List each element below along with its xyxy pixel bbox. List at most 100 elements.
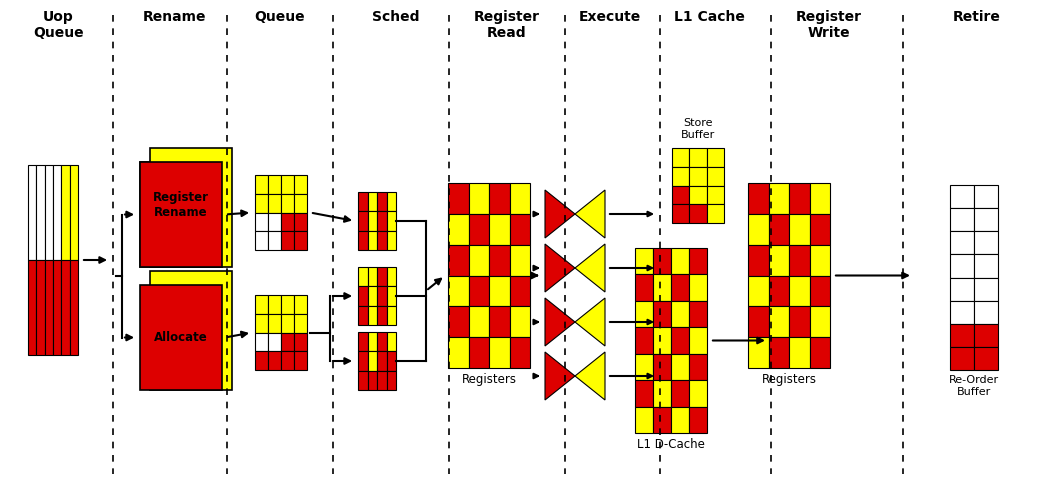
Bar (469, 214, 489, 245)
Bar (448, 214, 469, 245)
Bar (358, 332, 367, 351)
Bar (367, 267, 377, 286)
Bar (689, 301, 708, 327)
Bar (448, 275, 469, 307)
Bar (671, 248, 689, 274)
Bar (950, 185, 974, 208)
Bar (29, 165, 36, 260)
Bar (690, 185, 706, 204)
Bar (689, 354, 708, 380)
Text: Re-Order
Buffer: Re-Order Buffer (949, 375, 999, 397)
Polygon shape (545, 298, 576, 346)
Bar (509, 337, 530, 368)
Bar (254, 351, 268, 370)
Bar (281, 351, 294, 370)
Bar (386, 211, 396, 231)
Bar (294, 213, 307, 231)
Bar (974, 208, 998, 231)
Bar (653, 407, 671, 433)
Bar (386, 351, 396, 371)
Bar (448, 245, 469, 275)
Bar (469, 337, 489, 368)
Bar (635, 274, 653, 301)
Bar (254, 295, 268, 314)
Bar (29, 260, 36, 355)
Bar (706, 167, 724, 185)
Bar (386, 371, 396, 390)
Bar (489, 307, 509, 337)
Bar (974, 324, 998, 347)
Bar (789, 214, 810, 245)
Bar (377, 231, 386, 250)
Text: Register
Write: Register Write (796, 10, 862, 40)
Bar (810, 183, 830, 214)
Bar (377, 267, 386, 286)
Bar (810, 245, 830, 275)
Bar (509, 245, 530, 275)
Bar (281, 332, 294, 351)
Bar (386, 192, 396, 211)
Bar (509, 275, 530, 307)
Bar (671, 274, 689, 301)
Bar (950, 208, 974, 231)
Bar (36, 165, 44, 260)
Bar (281, 231, 294, 250)
Bar (358, 231, 367, 250)
Bar (769, 183, 789, 214)
Bar (789, 183, 810, 214)
Text: Execute: Execute (580, 10, 641, 24)
Bar (653, 327, 671, 354)
Bar (671, 327, 689, 354)
Bar (386, 231, 396, 250)
Text: Sched: Sched (373, 10, 419, 24)
Bar (950, 324, 974, 347)
Text: Uop
Queue: Uop Queue (33, 10, 83, 40)
Polygon shape (545, 352, 576, 400)
Bar (386, 332, 396, 351)
Bar (706, 148, 724, 167)
Bar (448, 307, 469, 337)
Bar (769, 245, 789, 275)
Bar (377, 211, 386, 231)
Bar (150, 148, 232, 267)
Bar (974, 301, 998, 324)
Bar (509, 307, 530, 337)
Polygon shape (545, 190, 576, 238)
Bar (268, 175, 281, 194)
Bar (44, 260, 53, 355)
Bar (653, 248, 671, 274)
Bar (61, 260, 70, 355)
Bar (268, 231, 281, 250)
Bar (367, 306, 377, 325)
Bar (268, 213, 281, 231)
Bar (706, 204, 724, 223)
Bar (254, 332, 268, 351)
Text: L1 Cache: L1 Cache (674, 10, 746, 24)
Bar (689, 327, 708, 354)
FancyBboxPatch shape (140, 162, 222, 267)
Bar (706, 185, 724, 204)
Bar (769, 307, 789, 337)
Bar (950, 301, 974, 324)
Bar (254, 314, 268, 332)
Text: Registers: Registers (761, 373, 816, 386)
Bar (377, 371, 386, 390)
Bar (690, 204, 706, 223)
Bar (689, 274, 708, 301)
Bar (810, 307, 830, 337)
Bar (974, 185, 998, 208)
Bar (789, 275, 810, 307)
Bar (769, 337, 789, 368)
Bar (367, 332, 377, 351)
Bar (294, 332, 307, 351)
Polygon shape (576, 352, 605, 400)
Bar (268, 314, 281, 332)
Polygon shape (576, 190, 605, 238)
Bar (748, 214, 769, 245)
Bar (635, 407, 653, 433)
Bar (748, 307, 769, 337)
Bar (489, 337, 509, 368)
Bar (386, 306, 396, 325)
Bar (358, 286, 367, 306)
Bar (281, 213, 294, 231)
